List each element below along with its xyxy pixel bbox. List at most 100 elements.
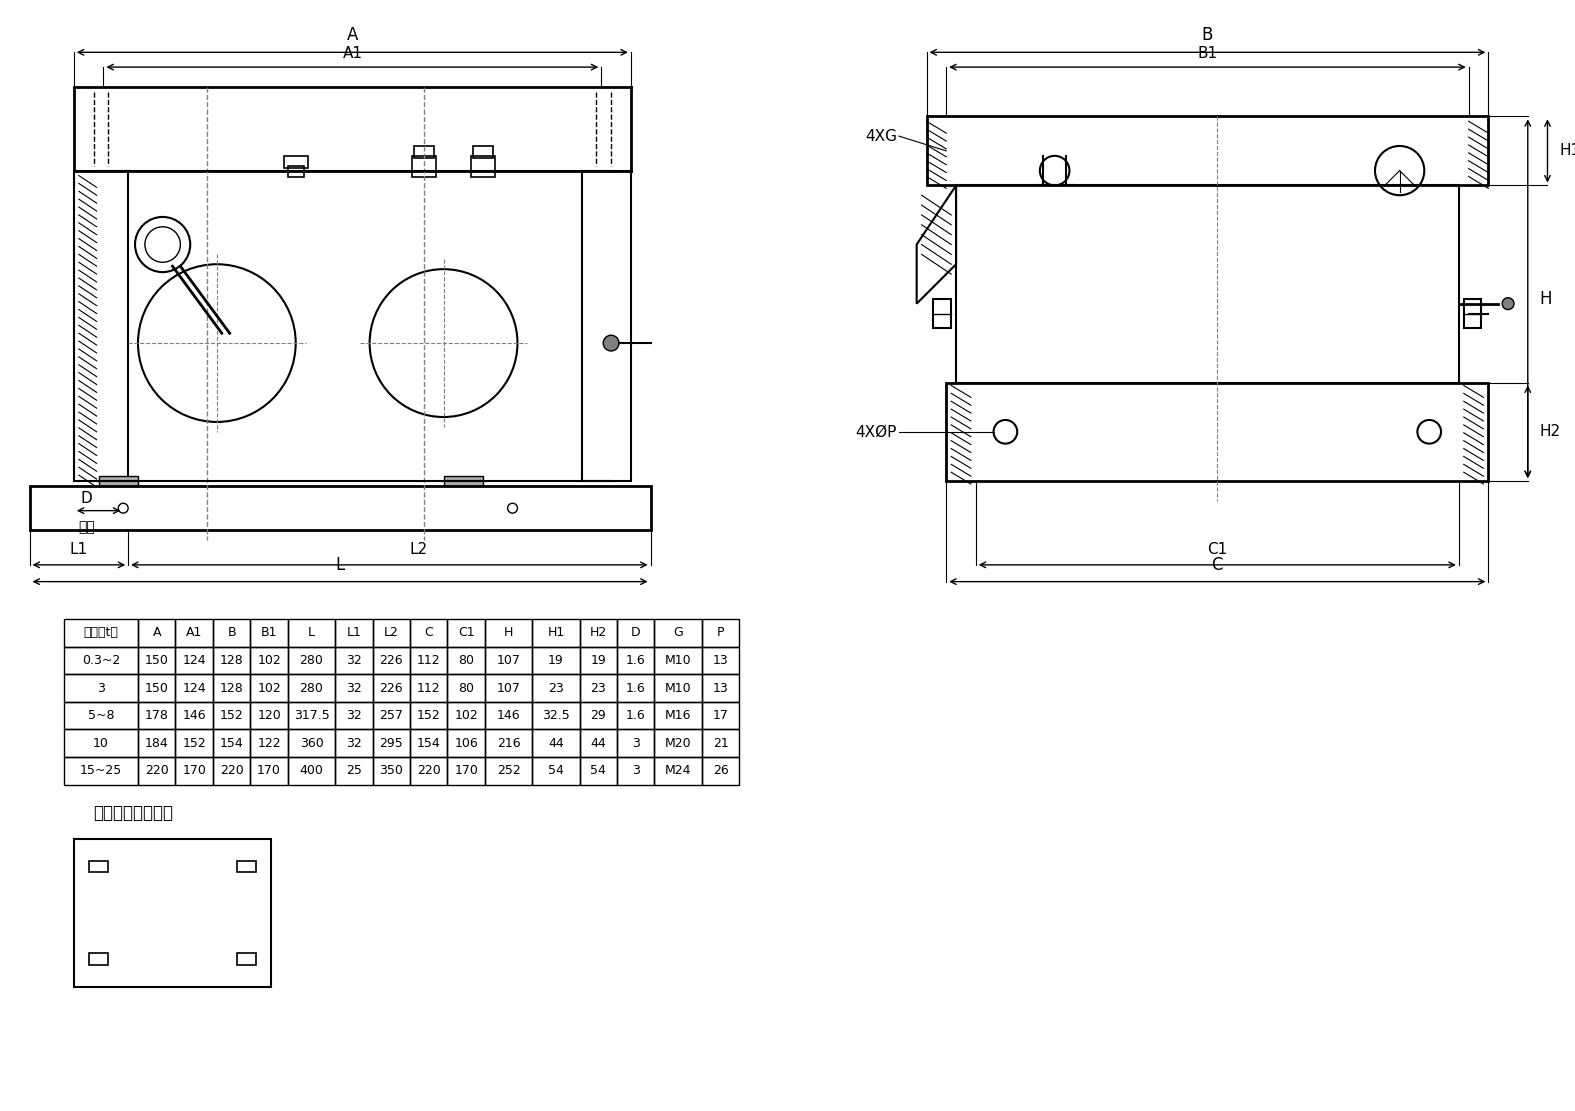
Bar (447, 730, 485, 757)
Bar (335, 647, 373, 674)
Bar (617, 702, 655, 730)
Text: H: H (1540, 290, 1551, 308)
Bar (175, 674, 213, 702)
Text: 80: 80 (458, 681, 474, 694)
Bar (213, 647, 250, 674)
Text: 124: 124 (183, 681, 206, 694)
Text: 150: 150 (145, 654, 169, 667)
Bar (655, 619, 702, 647)
Text: M20: M20 (665, 737, 691, 750)
Text: 122: 122 (257, 737, 280, 750)
Text: 170: 170 (257, 764, 280, 778)
Text: 120: 120 (257, 709, 280, 722)
Text: 102: 102 (257, 654, 280, 667)
Text: P: P (717, 627, 724, 639)
Bar (485, 757, 532, 784)
Text: G: G (673, 627, 684, 639)
Bar (139, 674, 175, 702)
Bar (373, 619, 410, 647)
Bar (175, 730, 213, 757)
Bar (1463, 299, 1482, 329)
Text: 5~8: 5~8 (88, 709, 115, 722)
Bar (250, 674, 288, 702)
Text: 4XG: 4XG (865, 129, 896, 143)
Bar (213, 730, 250, 757)
Bar (485, 730, 532, 757)
Bar (175, 647, 213, 674)
Bar (213, 757, 250, 784)
Text: 1.6: 1.6 (625, 681, 646, 694)
Bar (335, 702, 373, 730)
Text: M24: M24 (665, 764, 691, 778)
Bar (335, 757, 373, 784)
Text: 26: 26 (712, 764, 728, 778)
Bar (373, 674, 410, 702)
Bar (485, 702, 532, 730)
Text: 146: 146 (183, 709, 206, 722)
Bar (580, 730, 617, 757)
Bar (65, 702, 139, 730)
Bar (702, 757, 739, 784)
Bar (485, 674, 532, 702)
Text: 动载模块安装方式: 动载模块安装方式 (93, 804, 173, 822)
Text: 3: 3 (98, 681, 106, 694)
Bar (213, 702, 250, 730)
Bar (447, 674, 485, 702)
Text: 1.6: 1.6 (625, 654, 646, 667)
Text: 23: 23 (591, 681, 606, 694)
Bar (447, 619, 485, 647)
Bar (410, 674, 447, 702)
Text: L2: L2 (410, 542, 428, 557)
Text: 257: 257 (380, 709, 403, 722)
Text: C1: C1 (458, 627, 474, 639)
Bar (702, 730, 739, 757)
Text: 13: 13 (712, 681, 728, 694)
Text: 32.5: 32.5 (542, 709, 570, 722)
Bar (288, 730, 335, 757)
Bar (373, 702, 410, 730)
Bar (956, 186, 1458, 382)
Bar (655, 674, 702, 702)
Circle shape (603, 336, 619, 351)
Text: H: H (504, 627, 513, 639)
Text: H2: H2 (1540, 424, 1561, 439)
Text: 124: 124 (183, 654, 206, 667)
Bar (65, 757, 139, 784)
Bar (934, 299, 951, 329)
Bar (65, 619, 139, 647)
Bar (532, 674, 580, 702)
Bar (410, 647, 447, 674)
Bar (65, 674, 139, 702)
Text: 21: 21 (712, 737, 728, 750)
Text: 220: 220 (145, 764, 169, 778)
Text: 54: 54 (548, 764, 564, 778)
Bar (447, 757, 485, 784)
Bar (250, 757, 288, 784)
Text: H1: H1 (547, 627, 564, 639)
Bar (532, 757, 580, 784)
Text: 226: 226 (380, 654, 403, 667)
Text: C: C (424, 627, 433, 639)
Bar (139, 647, 175, 674)
Text: 152: 152 (183, 737, 206, 750)
Bar (99, 477, 139, 486)
Text: 32: 32 (346, 681, 362, 694)
Text: A: A (346, 27, 358, 44)
Bar (655, 730, 702, 757)
Text: A1: A1 (186, 627, 202, 639)
Bar (288, 619, 335, 647)
Bar (139, 757, 175, 784)
Text: 29: 29 (591, 709, 606, 722)
Bar (65, 647, 139, 674)
Text: 146: 146 (496, 709, 520, 722)
Bar (410, 619, 447, 647)
Text: 102: 102 (257, 681, 280, 694)
Bar (702, 647, 739, 674)
Bar (410, 702, 447, 730)
Text: B1: B1 (261, 627, 277, 639)
Bar (655, 647, 702, 674)
Bar (88, 861, 109, 872)
Text: L1: L1 (346, 627, 361, 639)
Text: L2: L2 (384, 627, 398, 639)
Text: 4XØP: 4XØP (855, 424, 896, 439)
